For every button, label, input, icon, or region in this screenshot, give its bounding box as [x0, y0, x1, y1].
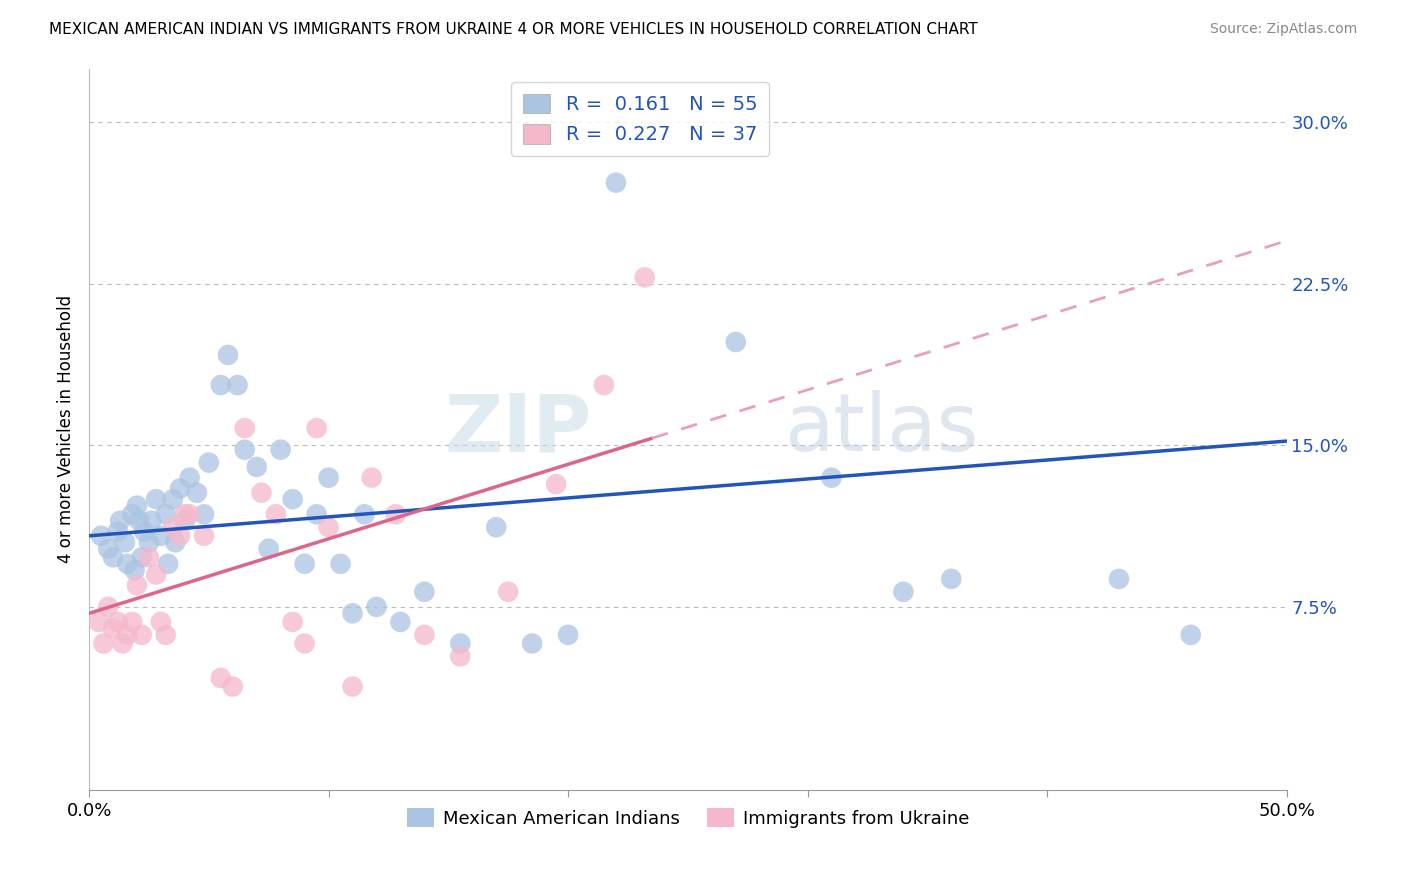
- Point: [496, 584, 519, 599]
- Point: [179, 508, 201, 522]
- Point: [546, 477, 568, 491]
- Point: [226, 378, 249, 392]
- Point: [1180, 628, 1202, 642]
- Point: [270, 442, 292, 457]
- Point: [169, 482, 191, 496]
- Point: [305, 508, 328, 522]
- Point: [165, 535, 187, 549]
- Point: [593, 378, 616, 392]
- Point: [155, 628, 177, 642]
- Point: [87, 615, 110, 629]
- Point: [329, 557, 352, 571]
- Point: [281, 492, 304, 507]
- Point: [485, 520, 508, 534]
- Point: [141, 514, 163, 528]
- Point: [1108, 572, 1130, 586]
- Point: [217, 348, 239, 362]
- Point: [294, 557, 316, 571]
- Point: [233, 421, 256, 435]
- Point: [101, 621, 124, 635]
- Point: [124, 563, 146, 577]
- Text: MEXICAN AMERICAN INDIAN VS IMMIGRANTS FROM UKRAINE 4 OR MORE VEHICLES IN HOUSEHO: MEXICAN AMERICAN INDIAN VS IMMIGRANTS FR…: [49, 22, 979, 37]
- Text: ZIP: ZIP: [444, 390, 592, 468]
- Point: [389, 615, 412, 629]
- Point: [186, 485, 208, 500]
- Point: [125, 499, 148, 513]
- Point: [134, 524, 156, 539]
- Point: [605, 176, 627, 190]
- Point: [107, 524, 129, 539]
- Point: [173, 514, 195, 528]
- Point: [128, 514, 150, 528]
- Point: [360, 471, 382, 485]
- Point: [250, 485, 273, 500]
- Point: [117, 628, 139, 642]
- Point: [257, 541, 280, 556]
- Point: [520, 636, 543, 650]
- Point: [366, 599, 388, 614]
- Point: [941, 572, 963, 586]
- Point: [114, 535, 136, 549]
- Point: [107, 615, 129, 629]
- Point: [131, 628, 153, 642]
- Point: [264, 508, 287, 522]
- Point: [173, 508, 195, 522]
- Point: [121, 508, 143, 522]
- Point: [198, 456, 221, 470]
- Point: [117, 557, 139, 571]
- Point: [305, 421, 328, 435]
- Point: [97, 541, 120, 556]
- Point: [169, 529, 191, 543]
- Y-axis label: 4 or more Vehicles in Household: 4 or more Vehicles in Household: [58, 295, 75, 563]
- Point: [634, 270, 657, 285]
- Point: [179, 471, 201, 485]
- Point: [342, 680, 364, 694]
- Point: [209, 378, 232, 392]
- Point: [157, 557, 180, 571]
- Point: [209, 671, 232, 685]
- Point: [318, 471, 340, 485]
- Point: [93, 636, 115, 650]
- Point: [131, 550, 153, 565]
- Text: Source: ZipAtlas.com: Source: ZipAtlas.com: [1209, 22, 1357, 37]
- Point: [413, 584, 436, 599]
- Legend: Mexican American Indians, Immigrants from Ukraine: Mexican American Indians, Immigrants fro…: [399, 801, 976, 835]
- Point: [449, 636, 471, 650]
- Point: [108, 514, 131, 528]
- Point: [162, 492, 184, 507]
- Point: [294, 636, 316, 650]
- Point: [193, 529, 215, 543]
- Point: [138, 550, 160, 565]
- Point: [155, 508, 177, 522]
- Point: [893, 584, 915, 599]
- Point: [97, 599, 120, 614]
- Point: [149, 615, 172, 629]
- Point: [233, 442, 256, 457]
- Point: [145, 567, 167, 582]
- Point: [111, 636, 134, 650]
- Point: [246, 459, 269, 474]
- Point: [101, 550, 124, 565]
- Point: [413, 628, 436, 642]
- Point: [724, 334, 747, 349]
- Point: [145, 492, 167, 507]
- Point: [281, 615, 304, 629]
- Point: [90, 529, 112, 543]
- Point: [353, 508, 375, 522]
- Point: [162, 520, 184, 534]
- Point: [138, 535, 160, 549]
- Point: [222, 680, 245, 694]
- Point: [557, 628, 579, 642]
- Point: [342, 607, 364, 621]
- Point: [318, 520, 340, 534]
- Text: atlas: atlas: [783, 390, 979, 468]
- Point: [449, 649, 471, 664]
- Point: [193, 508, 215, 522]
- Point: [820, 471, 842, 485]
- Point: [149, 529, 172, 543]
- Point: [125, 578, 148, 592]
- Point: [384, 508, 406, 522]
- Point: [121, 615, 143, 629]
